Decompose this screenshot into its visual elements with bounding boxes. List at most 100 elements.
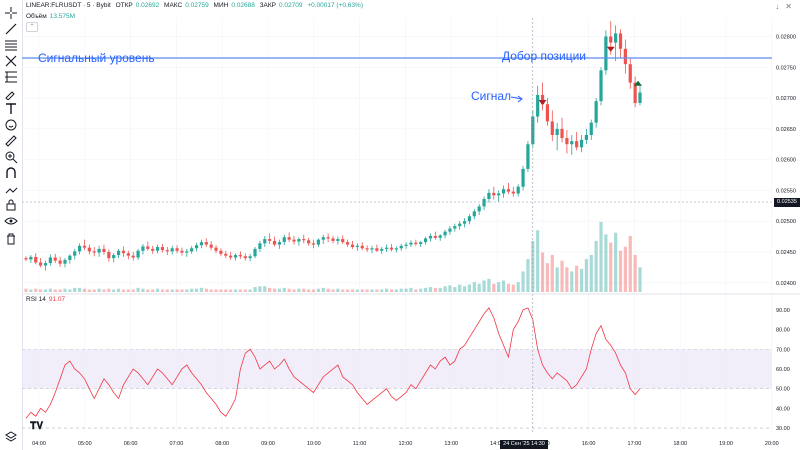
rsi-tick: 80.00: [776, 328, 790, 334]
time-tick: 18:00: [673, 441, 687, 447]
volume-bar: [389, 289, 394, 292]
candle: [268, 239, 272, 241]
zoom-icon[interactable]: [4, 150, 18, 164]
time-tick: 17:00: [628, 441, 642, 447]
volume-bar: [458, 284, 462, 292]
volume-bar: [253, 287, 257, 292]
candle: [190, 248, 194, 252]
rsi-band: [22, 349, 772, 389]
candle: [112, 255, 116, 259]
object-tree-icon[interactable]: [4, 430, 18, 444]
close-value: 0.02709: [279, 2, 303, 9]
volume-bar: [472, 282, 476, 292]
candle: [575, 141, 579, 148]
candle: [462, 221, 467, 224]
price-tick: 0.02550: [776, 188, 796, 194]
candle: [185, 251, 189, 253]
trend-line-icon[interactable]: [4, 22, 18, 36]
candle: [204, 242, 208, 245]
volume-legend[interactable]: Объём 13.575M: [26, 13, 75, 20]
text-icon[interactable]: [4, 102, 18, 116]
candle: [623, 48, 627, 65]
signal-label[interactable]: Сигнал: [471, 89, 512, 103]
volume-bar: [121, 289, 126, 292]
candle: [219, 250, 223, 254]
candle: [263, 239, 267, 244]
fib-icon[interactable]: [4, 70, 18, 84]
candle: [443, 231, 447, 236]
candle: [116, 250, 121, 256]
volume-bar: [316, 288, 320, 292]
volume-bar: [438, 287, 442, 292]
candle: [540, 94, 545, 105]
volume-bar: [34, 288, 38, 292]
volume-bar: [243, 289, 247, 292]
ruler-icon[interactable]: [4, 134, 18, 148]
volume-bar: [516, 282, 520, 292]
candle: [604, 36, 608, 71]
candle: [526, 144, 530, 169]
candle: [287, 237, 291, 240]
lock-draw-icon[interactable]: [4, 182, 18, 196]
volume-label: Объём: [26, 13, 47, 20]
collapse-legend-button[interactable]: ⌃: [26, 22, 38, 32]
eye-icon[interactable]: [4, 214, 18, 228]
pitchfork-icon[interactable]: [4, 54, 18, 68]
emoji-icon[interactable]: [4, 118, 18, 132]
volume-bar: [233, 289, 238, 292]
candle: [521, 168, 525, 187]
price-tick: 0.02800: [776, 34, 796, 40]
candle: [233, 255, 238, 258]
magnet-icon[interactable]: [4, 166, 18, 180]
volume-bar: [292, 289, 296, 292]
volume-bar: [433, 287, 437, 292]
tradingview-logo: 𝐓𝐕: [30, 421, 44, 432]
candle: [633, 82, 637, 103]
volume-bar: [73, 287, 77, 292]
candle: [350, 244, 355, 248]
move-down-icon[interactable]: ↓: [775, 2, 780, 11]
signal-arrow: [510, 95, 523, 103]
symbol-title[interactable]: LINEAR:FLRUSDT · 5 · Bybit: [26, 2, 111, 9]
lock-icon[interactable]: [4, 198, 18, 212]
time-axis: 04:00 05:00 06:00 07:00 08:00 09:00 10:00 11:00…: [32, 441, 779, 447]
volume-bar: [24, 288, 28, 292]
volume-bar: [511, 284, 515, 292]
volume-bar: [414, 289, 418, 292]
volume-bar: [131, 289, 135, 292]
symbol-header: LINEAR:FLRUSDT · 5 · Bybit ОТКР 0.02692 М…: [26, 2, 366, 14]
crosshair-icon[interactable]: [4, 6, 18, 20]
close-pane-icon[interactable]: ✕: [785, 2, 792, 11]
volume-bar: [258, 286, 262, 292]
candle: [272, 240, 277, 245]
horizontal-lines-icon[interactable]: [4, 38, 18, 52]
candle: [375, 248, 379, 251]
candle: [78, 245, 82, 252]
signal-level-label[interactable]: Сигнальный уровень: [38, 51, 155, 65]
volume-bar: [575, 265, 579, 292]
volume-bar: [238, 289, 243, 292]
volume-bar: [540, 252, 545, 292]
volume-bar: [209, 289, 213, 292]
add-position-label[interactable]: Добор позиции: [502, 49, 587, 63]
rsi-tick: 40.00: [776, 406, 790, 412]
change-value: +0.00017 (+0.63%): [307, 2, 363, 9]
volume-bars: [24, 222, 642, 292]
rsi-tick: 90.00: [776, 308, 790, 314]
candle: [614, 33, 618, 43]
candle: [594, 101, 598, 123]
time-tick: 07:00: [170, 441, 184, 447]
volume-bar: [394, 289, 398, 292]
time-tick: 19:00: [719, 441, 733, 447]
candle: [321, 237, 325, 240]
volume-bar: [589, 254, 593, 292]
volume-bar: [346, 289, 350, 292]
brush-icon[interactable]: [4, 86, 18, 100]
rsi-legend[interactable]: RSI 14 91.07: [26, 296, 65, 303]
candle: [121, 250, 126, 254]
candle: [253, 248, 257, 257]
candle: [238, 255, 243, 257]
candle: [448, 228, 452, 232]
trash-icon[interactable]: [4, 232, 18, 246]
